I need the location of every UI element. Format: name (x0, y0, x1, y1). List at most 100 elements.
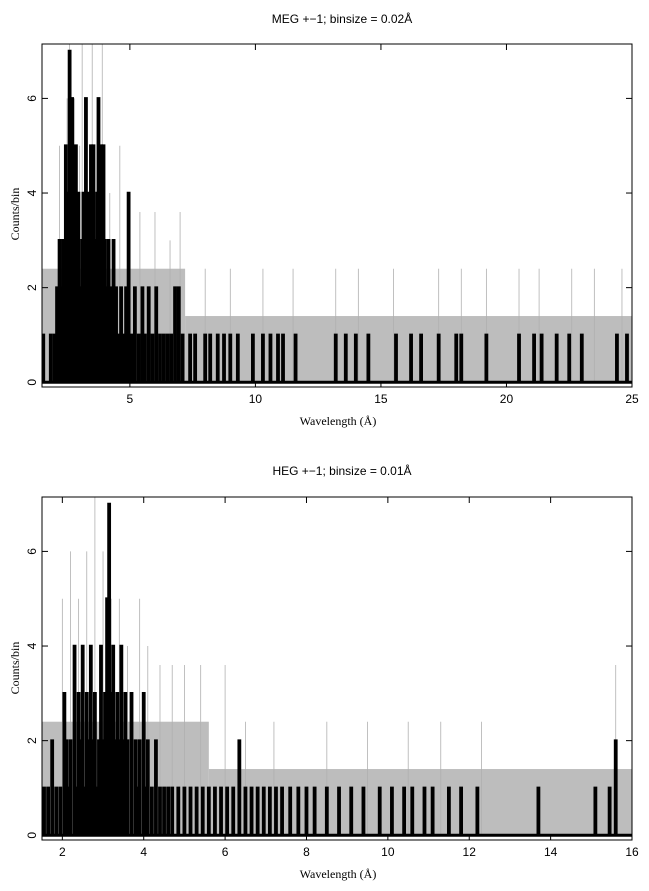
meg-count-bar (77, 286, 82, 383)
meg-count-bar (55, 286, 59, 383)
heg-x-tick-label: 4 (140, 845, 147, 859)
heg-count-bar (141, 692, 146, 836)
meg-y-tick-label: 2 (25, 284, 39, 291)
heg-count-bar (459, 786, 464, 836)
heg-count-bar (225, 786, 230, 836)
meg-count-bar (86, 191, 91, 383)
meg-count-bar (121, 333, 126, 383)
meg-count-bar (150, 333, 155, 383)
meg-count-bar (625, 333, 629, 383)
meg-count-bar (293, 333, 298, 383)
heg-count-bar (304, 786, 309, 836)
meg-count-bar (436, 333, 441, 383)
meg-count-bar (188, 333, 193, 383)
meg-count-bar (394, 333, 398, 383)
heg-plot-interior (42, 497, 632, 837)
heg-count-bar (312, 786, 317, 836)
meg-count-bar (366, 333, 371, 383)
heg-count-bar (475, 786, 480, 836)
heg-count-bar (145, 739, 150, 836)
meg-count-bar (579, 333, 584, 383)
meg-axes-frame (41, 43, 633, 388)
meg-count-bar (169, 333, 174, 383)
meg-count-bar (61, 239, 66, 383)
heg-count-bar (280, 786, 284, 836)
meg-count-bar (281, 333, 285, 383)
meg-count-bar (222, 333, 226, 383)
heg-count-bar (255, 786, 260, 836)
heg-count-bar (149, 786, 154, 836)
meg-y-tick-label: 6 (25, 95, 39, 102)
heg-count-bar (410, 786, 415, 836)
meg-x-axis-label: Wavelength (Å) (300, 414, 377, 428)
meg-count-bar (109, 286, 113, 383)
meg-count-bar (124, 286, 129, 383)
heg-count-bar (288, 786, 293, 836)
heg-plot-area: 2 4 6 8 10 12 14 16 0 2 4 6 (25, 496, 639, 859)
heg-error-band (208, 769, 632, 836)
heg-count-bar (231, 786, 236, 836)
heg-count-bar (68, 739, 73, 836)
heg-spectrum-panel: HEG +−1; binsize = 0.01Å Wavelength (Å) … (8, 463, 639, 881)
meg-count-bar (114, 286, 118, 383)
meg-count-bar (276, 333, 280, 383)
meg-count-bar (42, 333, 46, 383)
meg-count-bar (484, 333, 489, 383)
heg-x-tick-label: 10 (381, 845, 395, 859)
meg-count-bar (136, 333, 141, 383)
meg-x-tick-label: 5 (127, 392, 134, 406)
meg-y-axis-label: Counts/bin (8, 188, 22, 241)
meg-count-bar (554, 333, 559, 383)
meg-count-bar (52, 333, 57, 383)
heg-count-bar (182, 786, 187, 836)
meg-plot-title: MEG +−1; binsize = 0.02Å (272, 11, 412, 26)
meg-count-bar (268, 333, 273, 383)
heg-count-bar (324, 786, 329, 836)
heg-count-bar (430, 786, 435, 836)
meg-count-bar (567, 333, 572, 383)
heg-count-bar (296, 786, 301, 836)
meg-count-bar (180, 333, 185, 383)
meg-x-tick-label: 15 (374, 392, 388, 406)
heg-count-bar (158, 786, 162, 836)
meg-x-tick-label: 20 (500, 392, 514, 406)
meg-x-tick-label: 10 (249, 392, 263, 406)
heg-y-tick-label: 4 (25, 642, 39, 649)
meg-count-bar (165, 333, 170, 383)
meg-count-bar (126, 191, 131, 383)
meg-count-bar (235, 333, 240, 383)
meg-count-bar (154, 286, 159, 383)
heg-x-tick-label: 16 (625, 845, 639, 859)
heg-count-bar (200, 786, 205, 836)
heg-axes-frame (41, 496, 633, 841)
meg-count-bar (203, 333, 208, 383)
meg-count-bar (132, 286, 137, 383)
heg-count-bar (129, 692, 134, 836)
heg-count-bar (243, 786, 248, 836)
heg-count-bar (261, 786, 266, 836)
heg-count-bar (613, 739, 618, 836)
heg-count-bar (170, 786, 175, 836)
heg-count-bar (213, 786, 217, 836)
heg-count-bar (446, 786, 451, 836)
heg-count-bar (361, 786, 366, 836)
heg-count-bar (337, 786, 341, 836)
meg-count-bar (176, 286, 181, 383)
heg-count-bar (274, 786, 278, 836)
meg-count-bar (173, 286, 177, 383)
meg-y-tick-label: 4 (25, 189, 39, 196)
meg-count-bar (454, 333, 459, 383)
heg-count-bar (377, 786, 382, 836)
heg-y-axis-label: Counts/bin (8, 642, 22, 695)
meg-count-bar (459, 333, 464, 383)
heg-x-tick-label: 6 (222, 845, 229, 859)
meg-count-bar (353, 333, 358, 383)
heg-x-tick-label: 12 (463, 845, 477, 859)
meg-count-bar (419, 333, 424, 383)
meg-count-bar (91, 144, 96, 383)
heg-count-bar (194, 786, 199, 836)
heg-x-tick-label: 14 (544, 845, 558, 859)
heg-count-bar (536, 786, 541, 836)
meg-count-bar (261, 333, 265, 383)
